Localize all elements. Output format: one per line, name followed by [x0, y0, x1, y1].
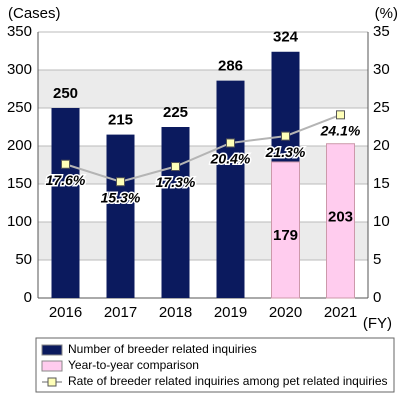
bar-value-label: 225 — [163, 104, 188, 121]
bar-value-label: 324 — [273, 29, 299, 46]
y2-tick-label: 0 — [373, 289, 381, 306]
legend-box — [35, 337, 395, 393]
x-tick-label: 2016 — [49, 304, 82, 321]
line-value-label: 17.3% — [156, 174, 196, 190]
line — [65, 113, 341, 183]
legend-swatch — [41, 344, 63, 356]
bar-value-label: 179 — [273, 227, 298, 244]
y-axis-label: (Cases) — [8, 5, 61, 22]
x-tick-label: 2017 — [104, 304, 137, 321]
grid-band — [38, 146, 368, 184]
line-value-label: 15.3% — [101, 189, 141, 205]
line-marker — [61, 159, 70, 169]
y2-tick-label: 25 — [373, 99, 390, 116]
line-marker — [281, 131, 290, 141]
x-tick-label: 2020 — [269, 304, 302, 321]
x-axis-label: (FY) — [363, 315, 392, 332]
bar — [326, 143, 355, 299]
legend-label: Rate of breeder related inquiries among … — [68, 374, 388, 388]
y2-tick-label: 5 — [373, 251, 381, 268]
line-marker — [226, 138, 235, 148]
y2-tick-label: 35 — [373, 23, 390, 40]
bar-value-label: 250 — [53, 85, 78, 102]
legend-marker — [47, 377, 57, 387]
bar — [51, 108, 80, 298]
legend-swatch — [41, 360, 63, 372]
y2-tick-label: 15 — [373, 175, 390, 192]
y-tick-label: 0 — [24, 289, 32, 306]
bar — [106, 134, 135, 298]
grid-band — [38, 70, 368, 108]
line-value-label: 17.6% — [46, 172, 86, 188]
y-tick-label: 200 — [7, 137, 32, 154]
y2-tick-label: 30 — [373, 61, 390, 78]
x-tick-label: 2021 — [324, 304, 357, 321]
x-tick-label: 2019 — [214, 304, 247, 321]
y-tick-label: 100 — [7, 213, 32, 230]
x-tick-label: 2018 — [159, 304, 192, 321]
y-tick-label: 150 — [7, 175, 32, 192]
legend-label: Number of breeder related inquiries — [68, 342, 257, 356]
line-marker — [116, 177, 125, 187]
y-tick-label: 350 — [7, 23, 32, 40]
grid-band — [38, 222, 368, 260]
y-tick-label: 50 — [15, 251, 32, 268]
y-tick-label: 250 — [7, 99, 32, 116]
bar — [216, 80, 245, 298]
bar — [271, 161, 300, 299]
bar-value-label: 203 — [328, 209, 353, 226]
line-marker — [171, 162, 180, 172]
y2-tick-label: 10 — [373, 213, 390, 230]
y2-axis-label: (%) — [375, 5, 398, 22]
line-value-label: 21.3% — [265, 144, 306, 160]
line-value-label: 24.1% — [320, 123, 361, 139]
line-value-label: 20.4% — [210, 151, 251, 167]
bar-value-label: 286 — [218, 58, 243, 75]
y2-tick-label: 20 — [373, 137, 390, 154]
bar-value-label: 215 — [108, 112, 133, 129]
bar — [161, 127, 190, 298]
y-tick-label: 300 — [7, 61, 32, 78]
legend-label: Year-to-year comparison — [68, 358, 199, 372]
line-marker — [336, 110, 345, 120]
